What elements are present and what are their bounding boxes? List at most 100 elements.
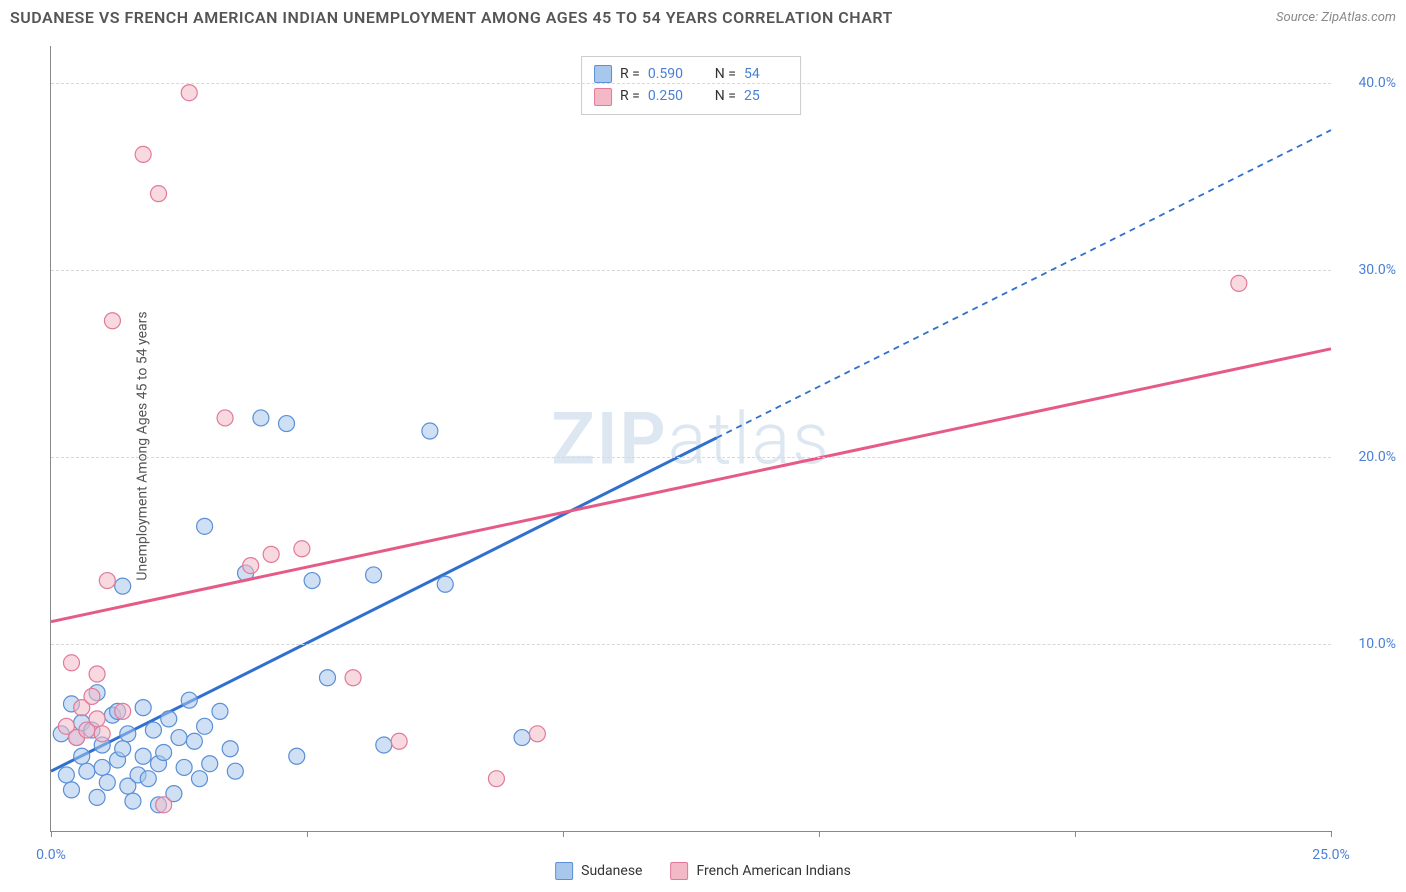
data-point (115, 578, 131, 594)
stats-row: R = 0.590 N = 54 (594, 63, 788, 85)
data-point (243, 558, 259, 574)
data-point (391, 733, 407, 749)
data-point (279, 416, 295, 432)
data-point (202, 756, 218, 772)
plot-area: ZIPatlas R = 0.590 N = 54R = 0.250 N = 2… (50, 46, 1331, 832)
r-label: R = (620, 85, 640, 107)
n-label: N = (715, 63, 736, 85)
data-point (89, 666, 105, 682)
data-point (58, 767, 74, 783)
r-value: 0.250 (648, 85, 692, 107)
gridline-h (51, 644, 1331, 645)
source-attribution: Source: ZipAtlas.com (1276, 10, 1396, 25)
x-tick (1331, 831, 1332, 837)
data-point (84, 688, 100, 704)
data-point (227, 763, 243, 779)
gridline-h (51, 457, 1331, 458)
plot-svg (51, 46, 1331, 831)
legend-swatch (670, 862, 688, 880)
legend-label: French American Indians (696, 863, 850, 879)
stats-row: R = 0.250 N = 25 (594, 85, 788, 107)
trend-line (51, 438, 717, 771)
data-point (135, 748, 151, 764)
data-point (319, 670, 335, 686)
y-tick-label: 30.0% (1358, 262, 1396, 278)
gridline-h (51, 83, 1331, 84)
data-point (212, 703, 228, 719)
legend-swatch (594, 88, 612, 106)
x-tick-label: 0.0% (36, 847, 66, 863)
data-point (120, 726, 136, 742)
data-point (181, 692, 197, 708)
trend-line (51, 349, 1331, 622)
data-point (145, 722, 161, 738)
legend-swatch (555, 862, 573, 880)
data-point (289, 748, 305, 764)
data-point (191, 771, 207, 787)
y-tick-label: 10.0% (1358, 636, 1396, 652)
r-value: 0.590 (648, 63, 692, 85)
n-value: 25 (744, 85, 788, 107)
data-point (186, 733, 202, 749)
stats-legend: R = 0.590 N = 54R = 0.250 N = 25 (581, 56, 801, 115)
data-point (115, 741, 131, 757)
y-tick-label: 40.0% (1358, 75, 1396, 91)
data-point (304, 573, 320, 589)
x-tick (51, 831, 52, 837)
x-tick (307, 831, 308, 837)
data-point (422, 423, 438, 439)
x-tick (819, 831, 820, 837)
data-point (197, 718, 213, 734)
data-point (529, 726, 545, 742)
x-tick (1075, 831, 1076, 837)
data-point (94, 759, 110, 775)
legend-item: Sudanese (555, 862, 642, 880)
gridline-h (51, 270, 1331, 271)
n-value: 54 (744, 63, 788, 85)
data-point (376, 737, 392, 753)
data-point (156, 797, 172, 813)
data-point (294, 541, 310, 557)
data-point (74, 748, 90, 764)
data-point (89, 711, 105, 727)
data-point (135, 146, 151, 162)
data-point (253, 410, 269, 426)
data-point (488, 771, 504, 787)
data-point (99, 573, 115, 589)
data-point (514, 730, 530, 746)
legend-swatch (594, 65, 612, 83)
data-point (63, 655, 79, 671)
data-point (1231, 275, 1247, 291)
data-point (63, 782, 79, 798)
data-point (99, 774, 115, 790)
data-point (222, 741, 238, 757)
x-tick (563, 831, 564, 837)
data-point (263, 546, 279, 562)
data-point (197, 518, 213, 534)
data-point (181, 85, 197, 101)
data-point (94, 726, 110, 742)
data-point (171, 730, 187, 746)
data-point (176, 759, 192, 775)
chart-title: SUDANESE VS FRENCH AMERICAN INDIAN UNEMP… (10, 8, 893, 27)
data-point (345, 670, 361, 686)
n-label: N = (715, 85, 736, 107)
y-tick-label: 20.0% (1358, 449, 1396, 465)
data-point (161, 711, 177, 727)
data-point (366, 567, 382, 583)
data-point (140, 771, 156, 787)
data-point (437, 576, 453, 592)
data-point (217, 410, 233, 426)
data-point (135, 700, 151, 716)
series-legend: Sudanese French American Indians (555, 862, 851, 880)
data-point (104, 313, 120, 329)
legend-item: French American Indians (670, 862, 850, 880)
r-label: R = (620, 63, 640, 85)
data-point (156, 745, 172, 761)
data-point (125, 793, 141, 809)
legend-label: Sudanese (581, 863, 642, 879)
data-point (79, 763, 95, 779)
data-point (115, 703, 131, 719)
data-point (89, 789, 105, 805)
x-tick-label: 25.0% (1312, 847, 1350, 863)
